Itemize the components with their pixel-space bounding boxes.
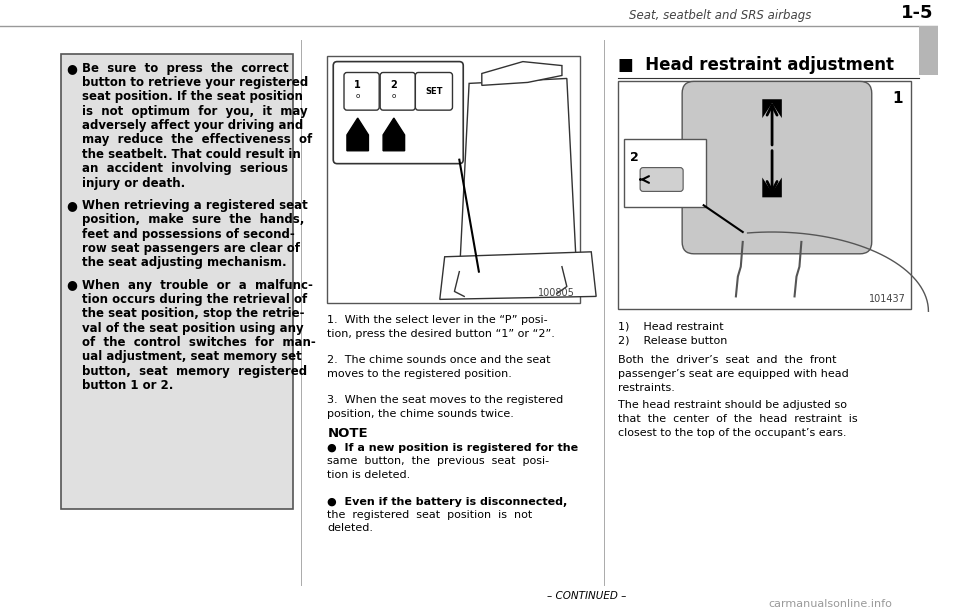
Text: o: o xyxy=(355,93,360,99)
FancyBboxPatch shape xyxy=(380,73,416,110)
Text: closest to the top of the occupant’s ears.: closest to the top of the occupant’s ear… xyxy=(617,428,846,438)
Text: same  button,  the  previous  seat  posi-: same button, the previous seat posi- xyxy=(327,456,549,466)
Text: position, the chime sounds twice.: position, the chime sounds twice. xyxy=(327,409,515,419)
Text: 2: 2 xyxy=(631,151,639,164)
Polygon shape xyxy=(459,78,577,277)
FancyBboxPatch shape xyxy=(333,62,464,164)
Text: of  the  control  switches  for  man-: of the control switches for man- xyxy=(83,336,316,349)
Text: an  accident  involving  serious: an accident involving serious xyxy=(83,162,288,175)
Text: Seat, seatbelt and SRS airbags: Seat, seatbelt and SRS airbags xyxy=(629,9,811,22)
Text: 100805: 100805 xyxy=(538,288,575,298)
Text: passenger’s seat are equipped with head: passenger’s seat are equipped with head xyxy=(617,368,849,379)
Text: – CONTINUED –: – CONTINUED – xyxy=(546,591,626,601)
Text: is  not  optimum  for  you,  it  may: is not optimum for you, it may xyxy=(83,104,308,118)
Text: 2.  The chime sounds once and the seat: 2. The chime sounds once and the seat xyxy=(327,356,551,365)
Text: ual adjustment, seat memory set: ual adjustment, seat memory set xyxy=(83,350,301,364)
Text: SET: SET xyxy=(425,87,443,96)
Text: seat position. If the seat position: seat position. If the seat position xyxy=(83,90,303,103)
Text: ●  If a new position is registered for the: ● If a new position is registered for th… xyxy=(327,443,579,453)
Text: button,  seat  memory  registered: button, seat memory registered xyxy=(83,365,307,378)
Text: When retrieving a registered seat: When retrieving a registered seat xyxy=(83,199,308,212)
Text: injury or death.: injury or death. xyxy=(83,177,185,189)
Text: feet and possessions of second-: feet and possessions of second- xyxy=(83,227,295,241)
FancyBboxPatch shape xyxy=(416,73,452,110)
Text: deleted.: deleted. xyxy=(327,523,373,533)
Text: the seatbelt. That could result in: the seatbelt. That could result in xyxy=(83,148,300,161)
Text: 1: 1 xyxy=(893,91,903,106)
Text: tion, press the desired button “1” or “2”.: tion, press the desired button “1” or “2… xyxy=(327,329,555,338)
Polygon shape xyxy=(383,118,404,151)
Polygon shape xyxy=(482,62,562,86)
Text: the  registered  seat  position  is  not: the registered seat position is not xyxy=(327,510,533,520)
Text: 1: 1 xyxy=(354,81,361,90)
Text: 101437: 101437 xyxy=(869,295,906,304)
FancyBboxPatch shape xyxy=(683,81,872,254)
Text: ●: ● xyxy=(66,279,78,291)
Text: button to retrieve your registered: button to retrieve your registered xyxy=(83,76,308,89)
Text: 2: 2 xyxy=(391,81,397,90)
Text: ●: ● xyxy=(66,199,78,212)
Text: tion is deleted.: tion is deleted. xyxy=(327,470,411,480)
Text: 1-5: 1-5 xyxy=(900,4,933,22)
Text: restraints.: restraints. xyxy=(617,382,675,393)
Bar xyxy=(919,26,938,76)
Polygon shape xyxy=(347,118,369,151)
FancyBboxPatch shape xyxy=(623,139,706,207)
Text: carmanualsonline.info: carmanualsonline.info xyxy=(769,599,893,609)
Bar xyxy=(327,56,580,303)
Text: NOTE: NOTE xyxy=(327,427,368,440)
Text: 2)    Release button: 2) Release button xyxy=(617,335,727,345)
Text: The head restraint should be adjusted so: The head restraint should be adjusted so xyxy=(617,400,847,411)
Text: 1)    Head restraint: 1) Head restraint xyxy=(617,321,723,331)
Text: moves to the registered position.: moves to the registered position. xyxy=(327,368,513,379)
Bar xyxy=(617,81,911,309)
Text: o: o xyxy=(392,93,396,99)
Text: adversely affect your driving and: adversely affect your driving and xyxy=(83,119,303,132)
Text: When  any  trouble  or  a  malfunc-: When any trouble or a malfunc- xyxy=(83,279,313,291)
Polygon shape xyxy=(440,252,596,299)
Polygon shape xyxy=(762,178,781,197)
Bar xyxy=(60,54,293,510)
Text: position,  make  sure  the  hands,: position, make sure the hands, xyxy=(83,213,304,226)
Text: ■  Head restraint adjustment: ■ Head restraint adjustment xyxy=(617,56,894,74)
Text: 1.  With the select lever in the “P” posi-: 1. With the select lever in the “P” posi… xyxy=(327,315,548,325)
Polygon shape xyxy=(762,99,781,118)
Text: button 1 or 2.: button 1 or 2. xyxy=(83,379,174,392)
Text: that  the  center  of  the  head  restraint  is: that the center of the head restraint is xyxy=(617,414,857,424)
Text: the seat position, stop the retrie-: the seat position, stop the retrie- xyxy=(83,307,304,320)
Text: val of the seat position using any: val of the seat position using any xyxy=(83,321,303,335)
Text: row seat passengers are clear of: row seat passengers are clear of xyxy=(83,242,300,255)
Text: ●  Even if the battery is disconnected,: ● Even if the battery is disconnected, xyxy=(327,497,567,507)
Text: Be  sure  to  press  the  correct: Be sure to press the correct xyxy=(83,62,289,75)
FancyBboxPatch shape xyxy=(344,73,379,110)
Text: 3.  When the seat moves to the registered: 3. When the seat moves to the registered xyxy=(327,395,564,406)
FancyBboxPatch shape xyxy=(640,167,684,191)
Text: ●: ● xyxy=(66,62,78,75)
Text: may  reduce  the  effectiveness  of: may reduce the effectiveness of xyxy=(83,133,312,147)
Text: tion occurs during the retrieval of: tion occurs during the retrieval of xyxy=(83,293,307,306)
Text: the seat adjusting mechanism.: the seat adjusting mechanism. xyxy=(83,256,287,269)
Text: Both  the  driver’s  seat  and  the  front: Both the driver’s seat and the front xyxy=(617,355,836,365)
